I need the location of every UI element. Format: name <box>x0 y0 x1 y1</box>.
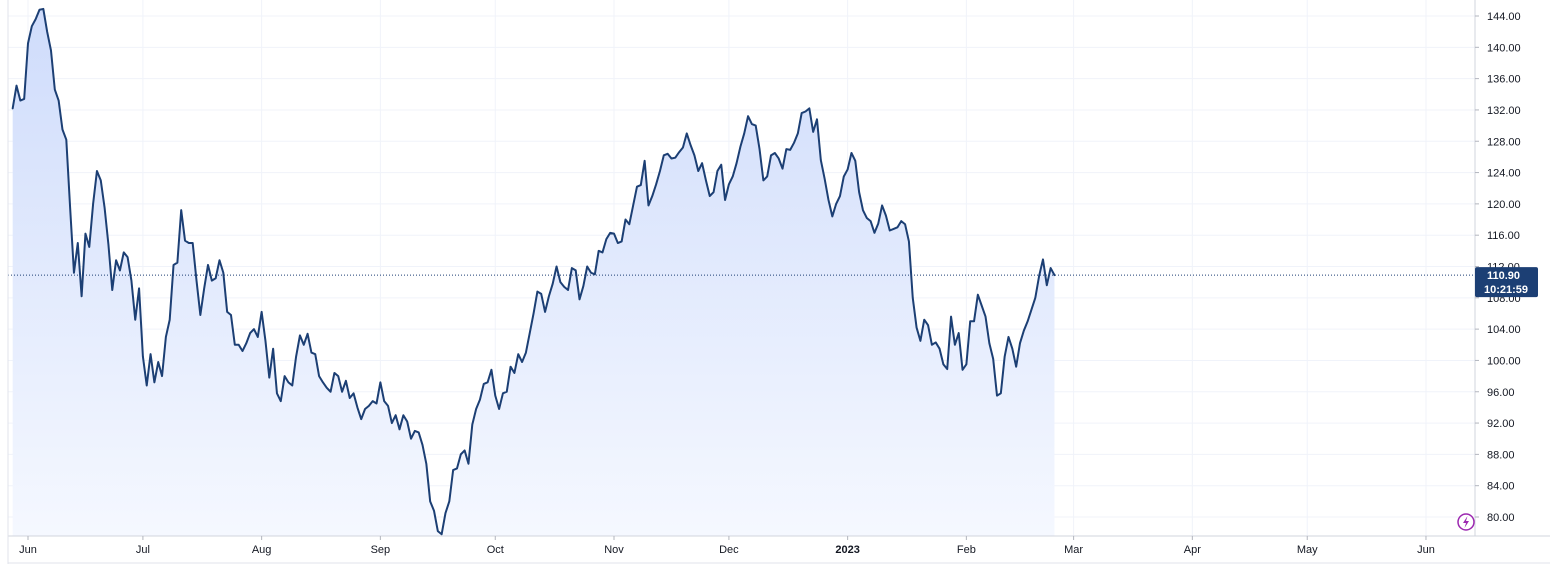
y-tick-label: 136.00 <box>1487 74 1521 86</box>
y-tick-label: 124.00 <box>1487 168 1521 180</box>
y-tick-label: 84.00 <box>1487 481 1515 493</box>
x-tick-label: Jun <box>19 544 37 556</box>
x-tick-label: Feb <box>957 544 976 556</box>
x-tick-label: Jul <box>136 544 150 556</box>
y-tick-label: 116.00 <box>1487 230 1520 242</box>
price-line <box>11 7 1056 536</box>
y-tick-label: 132.00 <box>1487 105 1521 117</box>
last-price-badge-bg <box>1475 267 1538 298</box>
x-tick-label: Nov <box>604 544 624 556</box>
x-tick-label: May <box>1297 544 1318 556</box>
y-tick-label: 128.00 <box>1487 136 1521 148</box>
y-tick-label: 100.00 <box>1487 355 1521 367</box>
area-fill <box>12 8 1055 536</box>
x-tick-label: Apr <box>1184 544 1201 556</box>
last-price-value: 110.90 <box>1487 270 1520 282</box>
last-price-badge: 110.90 10:21:59 <box>1475 267 1538 298</box>
last-price-time: 10:21:59 <box>1484 284 1528 296</box>
y-tick-label: 120.00 <box>1487 199 1521 211</box>
x-tick-label: 2023 <box>835 544 859 556</box>
y-tick-label: 96.00 <box>1487 387 1515 399</box>
y-axis-ticks: 144.00 140.00 136.00 132.00 128.00 124.00 120.… <box>1475 11 1521 524</box>
area-fill-layer <box>12 8 1055 536</box>
x-tick-label: Dec <box>719 544 739 556</box>
x-axis-ticks: Jun Jul Aug Sep Oct Nov Dec 2023 Feb Mar Apr May Jun <box>19 536 1435 556</box>
x-tick-label: Aug <box>252 544 272 556</box>
y-tick-label: 80.00 <box>1487 512 1515 524</box>
x-tick-label: Mar <box>1064 544 1083 556</box>
x-tick-label: Oct <box>487 544 504 556</box>
lightning-icon[interactable] <box>1457 513 1475 531</box>
y-tick-label: 140.00 <box>1487 42 1521 54</box>
lightning-icon-bolt <box>1463 516 1469 528</box>
x-tick-label: Jun <box>1417 544 1435 556</box>
x-tick-label: Sep <box>371 544 391 556</box>
axes <box>7 0 1550 564</box>
y-tick-label: 88.00 <box>1487 449 1515 461</box>
y-tick-label: 104.00 <box>1487 324 1521 336</box>
price-line-layer <box>11 7 1056 536</box>
y-tick-label: 144.00 <box>1487 11 1521 23</box>
y-tick-label: 92.00 <box>1487 418 1515 430</box>
